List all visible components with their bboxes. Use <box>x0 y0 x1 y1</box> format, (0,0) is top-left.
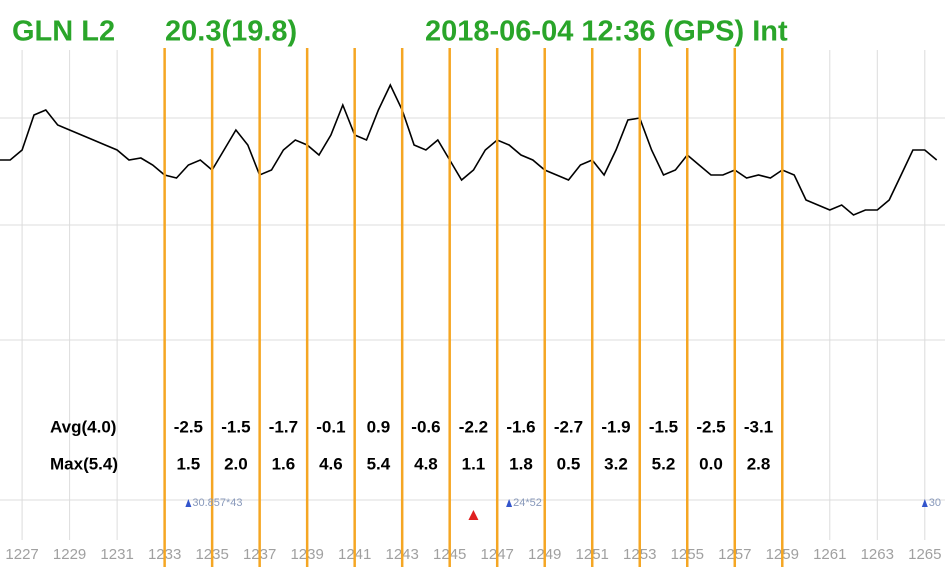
max-value: 1.5 <box>177 454 201 473</box>
max-value: 1.1 <box>462 454 486 473</box>
marker-icon <box>185 499 192 507</box>
h-grid <box>0 117 945 501</box>
max-value: 1.8 <box>509 454 533 473</box>
avg-value: 0.9 <box>367 417 391 436</box>
x-tick-label: 1227 <box>5 546 38 563</box>
avg-value: -2.5 <box>174 417 203 436</box>
marker-icon <box>921 499 928 507</box>
max-value: 2.0 <box>224 454 248 473</box>
event-marker <box>468 510 479 520</box>
avg-value: -2.2 <box>459 417 488 436</box>
marker-label: 24*52 <box>513 497 542 509</box>
avg-value: -1.7 <box>269 417 298 436</box>
avg-value: -1.5 <box>221 417 250 436</box>
signal-name: GLN L2 <box>12 16 115 48</box>
marker-label: 30 <box>929 497 941 509</box>
max-value: 5.4 <box>367 454 391 473</box>
marker-label: 30.857*43 <box>192 497 242 509</box>
avg-value: -2.5 <box>696 417 725 436</box>
avg-value: -2.7 <box>554 417 583 436</box>
avg-value: -1.6 <box>506 417 535 436</box>
max-value: 3.2 <box>604 454 628 473</box>
max-value: 2.8 <box>747 454 771 473</box>
avg-label: Avg(4.0) <box>50 417 116 436</box>
timestamp: 2018-06-04 12:36 (GPS) Int <box>425 16 788 48</box>
plot: 1227122912311233123512371239124112431245… <box>0 48 941 567</box>
avg-value: -1.9 <box>601 417 630 436</box>
x-tick-label: 1265 <box>908 546 941 563</box>
max-value: 5.2 <box>652 454 676 473</box>
x-tick-label: 1261 <box>813 546 846 563</box>
avg-value: -0.6 <box>411 417 440 436</box>
trace <box>0 83 938 216</box>
max-value: 1.6 <box>272 454 296 473</box>
max-value: 4.8 <box>414 454 438 473</box>
x-tick-label: 1231 <box>100 546 133 563</box>
avg-value: -3.1 <box>744 417 773 436</box>
max-value: 0.5 <box>557 454 581 473</box>
x-tick-label: 1229 <box>53 546 86 563</box>
marker-icon <box>506 499 513 507</box>
avg-value: -0.1 <box>316 417 345 436</box>
avg-value: -1.5 <box>649 417 678 436</box>
max-label: Max(5.4) <box>50 454 118 473</box>
max-value: 0.0 <box>699 454 723 473</box>
signal-level: 20.3(19.8) <box>165 16 297 48</box>
max-value: 4.6 <box>319 454 343 473</box>
x-tick-label: 1263 <box>861 546 894 563</box>
